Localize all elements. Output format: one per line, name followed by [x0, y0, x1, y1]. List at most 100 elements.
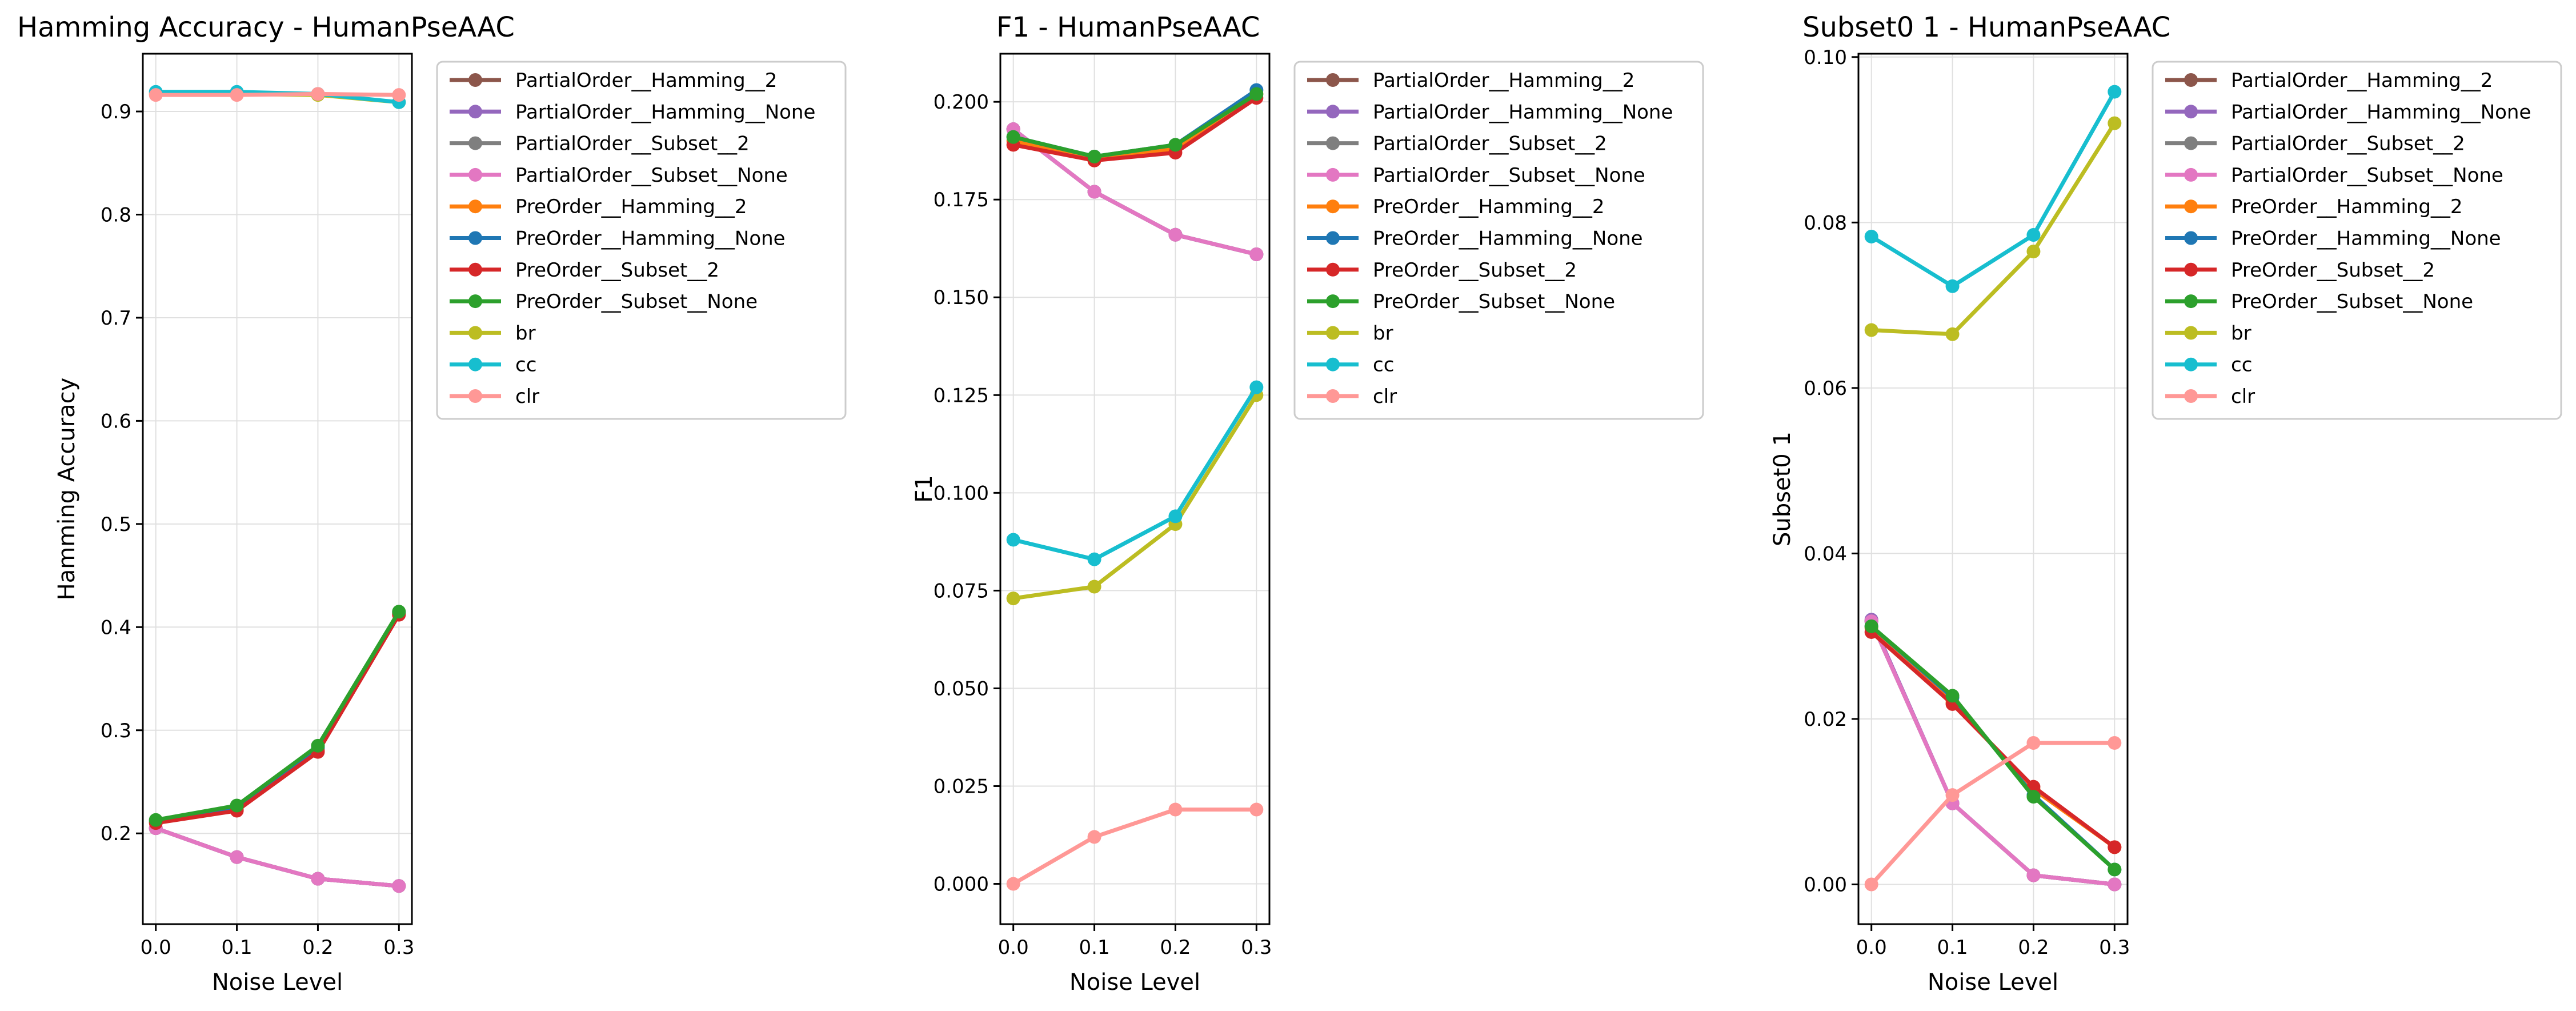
legend-label: PreOrder__Hamming__2 — [515, 195, 747, 218]
y-axis-label: F1 — [911, 475, 938, 502]
data-point — [392, 605, 406, 619]
legend-marker — [1326, 231, 1340, 245]
series-clr — [1006, 802, 1264, 891]
data-point — [2026, 736, 2041, 750]
series-line — [155, 613, 401, 824]
y-axis-label: Subset0 1 — [1769, 431, 1796, 546]
legend-marker — [1326, 294, 1340, 309]
series-line — [1870, 625, 2116, 872]
data-point — [1087, 185, 1101, 199]
y-tick-label: 0.100 — [934, 482, 989, 505]
chart-title: Subset0 1 - HumanPseAAC — [1802, 11, 2170, 43]
legend-marker — [1326, 167, 1340, 182]
chart-title: Hamming Accuracy - HumanPseAAC — [17, 11, 515, 43]
data-point — [1864, 229, 1878, 243]
legend-marker — [468, 326, 482, 340]
legend-label: PartialOrder__Hamming__None — [1373, 101, 1673, 123]
data-point — [2108, 85, 2122, 99]
legend: PartialOrder__Hamming__2 PartialOrder__Ha… — [436, 61, 847, 420]
x-axis-label: Noise Level — [212, 969, 343, 996]
y-tick-label: 0.050 — [934, 677, 989, 700]
x-axis-label: Noise Level — [1069, 969, 1200, 996]
series-PreOrder__Subset__2 — [149, 608, 406, 830]
legend-label: PartialOrder__Subset__2 — [515, 133, 750, 155]
y-tick-label: 0.175 — [934, 189, 989, 211]
series-line — [1013, 394, 1259, 601]
legend-label: PartialOrder__Hamming__2 — [1373, 69, 1634, 92]
data-point — [1249, 802, 1264, 817]
data-point — [1087, 552, 1101, 566]
series-PreOrder__Subset__None — [1864, 619, 2122, 877]
data-point — [1087, 580, 1101, 594]
legend-label: PreOrder__Subset__None — [1373, 290, 1615, 313]
y-axis-label: Hamming Accuracy — [54, 378, 80, 601]
chart-title: F1 - HumanPseAAC — [996, 11, 1260, 43]
legend-label: PartialOrder__Subset__2 — [1373, 133, 1607, 155]
series-PreOrder__Subset__2 — [1864, 625, 2122, 854]
data-point — [311, 738, 325, 753]
legend-label: PreOrder__Hamming__None — [515, 227, 786, 250]
y-tick-label: 0.4 — [101, 616, 131, 639]
legend-marker — [2184, 136, 2198, 150]
series-br — [1006, 388, 1264, 606]
y-tick-label: 0.2 — [101, 822, 131, 845]
series-clr — [1864, 736, 2122, 892]
legend-label: PartialOrder__Subset__2 — [2231, 133, 2465, 155]
series-line — [1869, 620, 2115, 886]
data-point — [1249, 380, 1264, 394]
data-point — [311, 872, 325, 886]
legend-label: PartialOrder__Subset__None — [515, 164, 788, 187]
x-tick-label: 0.0 — [998, 936, 1029, 959]
data-point — [230, 798, 244, 813]
series-line — [1013, 96, 1258, 163]
legend-marker — [468, 73, 482, 87]
data-point — [2026, 868, 2041, 882]
legend-marker — [1326, 199, 1340, 214]
y-tick-label: 0.7 — [101, 307, 131, 330]
x-tick-label: 0.0 — [141, 936, 171, 959]
chart-panel-1: 0.2 0.3 0.4 0.5 0.6 0.7 0.8 0.9 0.0 0.1 0.2 0.3 Hamm… — [17, 11, 847, 996]
data-point — [1945, 279, 1960, 293]
legend-marker — [1326, 105, 1340, 119]
x-tick-label: 0.3 — [1241, 936, 1272, 959]
series-line — [1870, 90, 2117, 289]
series-line — [155, 826, 399, 888]
series-PartialOrder__Subset__None — [149, 821, 406, 893]
legend-label: cc — [1373, 354, 1394, 377]
legend-marker — [468, 199, 482, 214]
data-point — [392, 88, 406, 102]
data-point — [1087, 149, 1101, 163]
series-clr — [149, 87, 406, 102]
legend-marker — [2184, 231, 2198, 245]
data-point — [1168, 138, 1183, 152]
series-cc — [1006, 380, 1264, 566]
data-point — [230, 88, 244, 102]
series-PreOrder__Hamming__None — [149, 606, 406, 828]
legend-label: PreOrder__Hamming__2 — [1373, 195, 1605, 218]
series-line — [155, 91, 399, 97]
legend: PartialOrder__Hamming__2 PartialOrder__Ha… — [1293, 61, 1704, 420]
data-point — [2026, 790, 2041, 804]
y-tick-label: 0.125 — [934, 384, 989, 407]
series-line — [155, 612, 401, 823]
series-line — [155, 610, 401, 822]
series-line — [1012, 127, 1257, 257]
legend-label: PreOrder__Hamming__None — [2231, 227, 2501, 250]
legend-label: cc — [2231, 354, 2252, 377]
y-tick-label: 0.06 — [1804, 377, 1847, 400]
legend-marker — [1326, 389, 1340, 403]
data-point — [1945, 788, 1960, 802]
legend-label: clr — [1373, 385, 1397, 408]
x-tick-label: 0.3 — [383, 936, 414, 959]
axes-frame — [142, 53, 413, 925]
legend-marker — [468, 357, 482, 371]
legend-marker — [2184, 357, 2198, 371]
legend-label: br — [1373, 322, 1393, 345]
data-point — [2026, 245, 2041, 259]
data-point — [2108, 862, 2122, 877]
y-tick-label: 0.6 — [101, 410, 131, 433]
data-point — [2108, 736, 2122, 750]
y-tick-label: 0.200 — [934, 91, 989, 114]
legend-marker — [468, 389, 482, 403]
